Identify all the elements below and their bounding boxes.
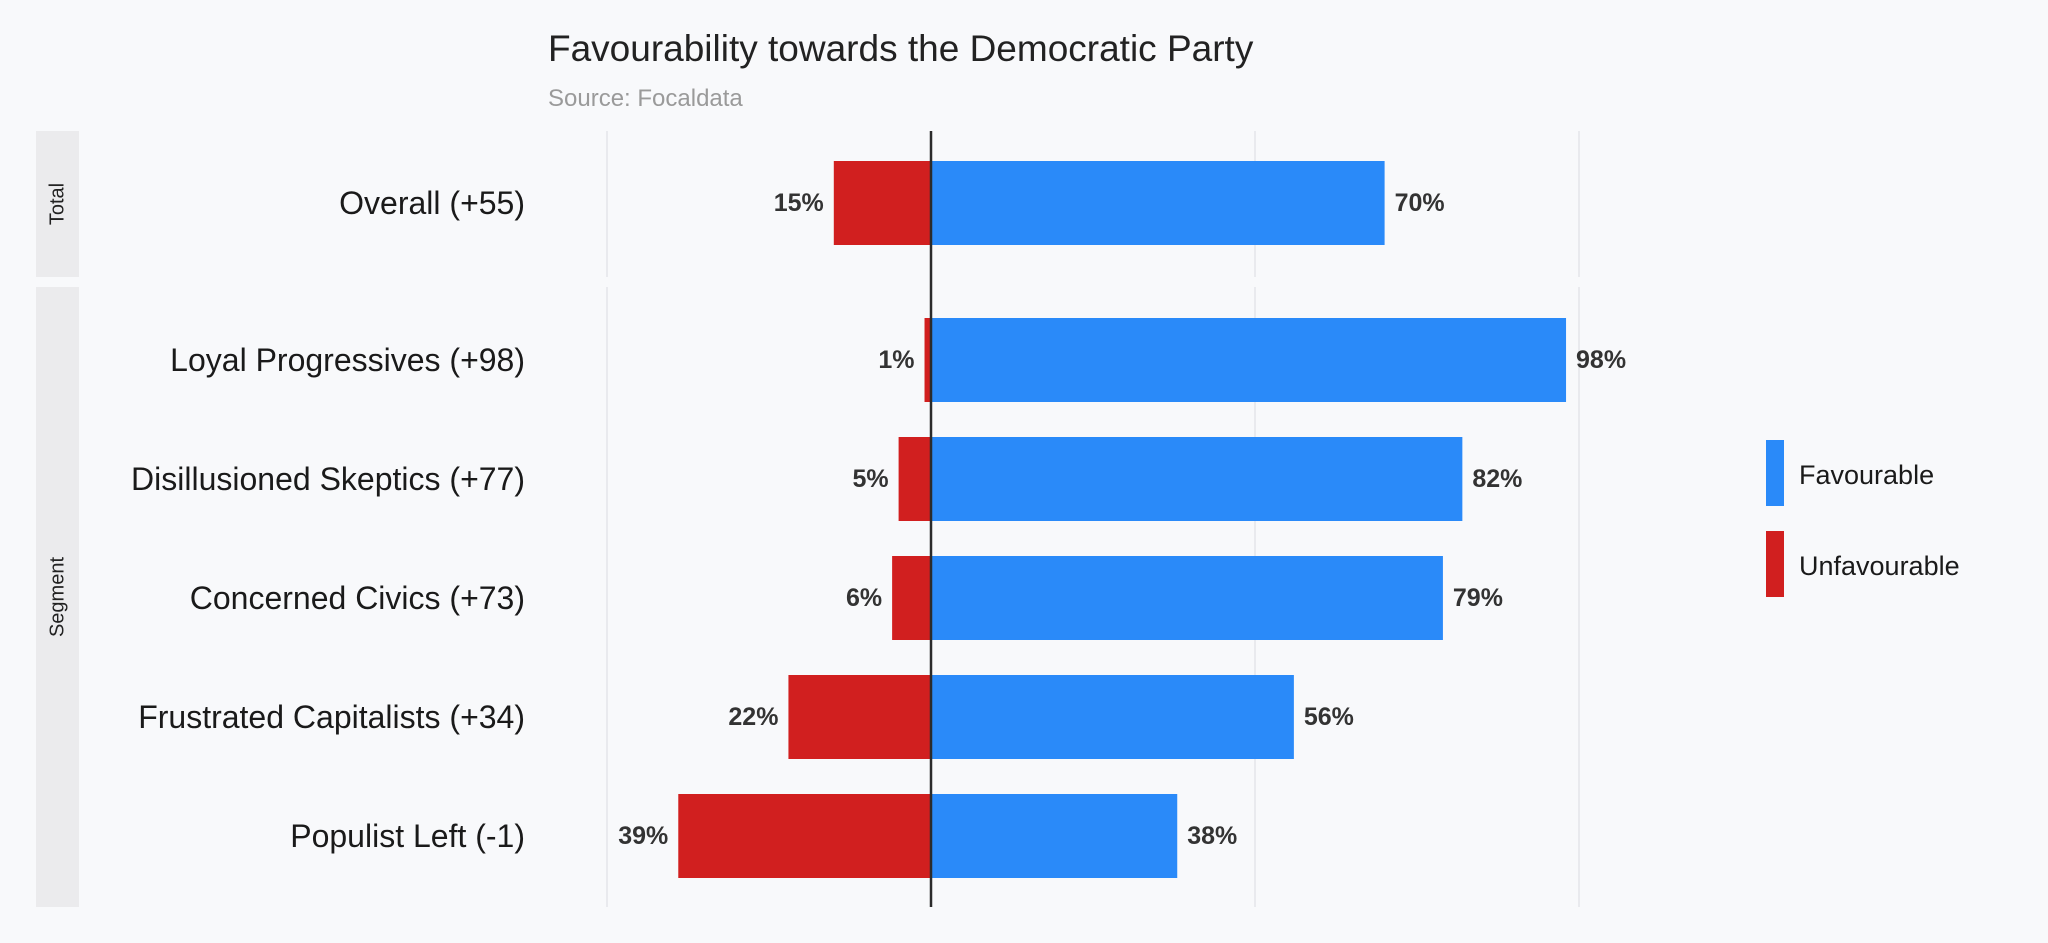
unfavourable-bar <box>892 556 931 640</box>
legend-label: Unfavourable <box>1799 551 1960 581</box>
legend: Favourable Unfavourable <box>1766 440 1960 597</box>
unfavourable-bar <box>898 437 931 521</box>
unfavourable-value-label: 1% <box>878 346 914 374</box>
category-label: Frustrated Capitalists (+34) <box>138 699 525 735</box>
unfavourable-value-label: 39% <box>618 822 668 850</box>
unfavourable-bar <box>678 794 931 878</box>
group-panel <box>36 287 79 907</box>
favourable-bar <box>931 675 1294 759</box>
category-label: Populist Left (-1) <box>290 818 525 854</box>
favourable-value-label: 56% <box>1304 703 1354 731</box>
group-label: Total <box>47 183 69 225</box>
group-panels: Total Segment <box>36 131 79 907</box>
unfavourable-bar <box>788 675 931 759</box>
unfavourable-value-label: 6% <box>846 584 882 612</box>
favourable-value-label: 70% <box>1395 189 1445 217</box>
favourable-value-label: 38% <box>1187 822 1237 850</box>
legend-label: Favourable <box>1799 460 1934 490</box>
favourable-bar <box>931 161 1385 245</box>
category-label: Overall (+55) <box>339 185 525 221</box>
legend-swatch <box>1766 440 1784 506</box>
favourable-value-label: 79% <box>1453 584 1503 612</box>
group-panel <box>36 131 79 277</box>
bars: Overall (+55) 15% 70% Loyal Progressives (+… <box>131 161 1626 878</box>
chart-title: Favourability towards the Democratic Par… <box>548 28 1254 69</box>
category-label: Disillusioned Skeptics (+77) <box>131 461 525 497</box>
unfavourable-value-label: 15% <box>774 189 824 217</box>
favourable-bar <box>931 556 1443 640</box>
favourable-bar <box>931 437 1463 521</box>
favourable-value-label: 98% <box>1576 346 1626 374</box>
unfavourable-value-label: 22% <box>728 703 778 731</box>
chart-subtitle: Source: Focaldata <box>548 85 743 112</box>
favourable-bar <box>931 318 1567 402</box>
unfavourable-bar <box>833 161 931 245</box>
category-label: Concerned Civics (+73) <box>190 580 525 616</box>
category-label: Loyal Progressives (+98) <box>170 342 525 378</box>
group-label: Segment <box>47 557 69 637</box>
favourable-value-label: 82% <box>1472 465 1522 493</box>
unfavourable-value-label: 5% <box>852 465 888 493</box>
legend-swatch <box>1766 531 1784 597</box>
unfavourable-bar <box>924 318 931 402</box>
favourable-bar <box>931 794 1178 878</box>
